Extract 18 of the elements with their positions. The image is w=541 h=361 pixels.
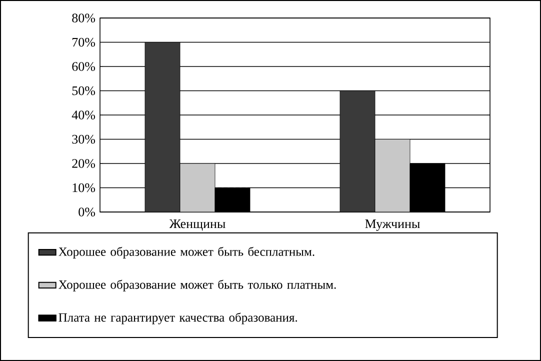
y-tick-label: 80%: [72, 14, 96, 22]
y-tick-label: 30%: [72, 134, 96, 144]
y-tick-label: 60%: [72, 62, 96, 71]
legend-label: Хорошее образование может быть только платным.: [58, 280, 336, 292]
bar: [374, 139, 410, 212]
bar: [340, 90, 376, 212]
bar: [144, 42, 180, 212]
legend-label: Плата не гарантирует качества образования.: [58, 312, 298, 324]
bar: [180, 163, 216, 212]
y-tick-label: 10%: [72, 183, 96, 192]
y-tick-label: 50%: [72, 86, 96, 96]
y-tick-label: 70%: [72, 38, 96, 47]
y-tick-label: 20%: [72, 159, 96, 168]
legend-label: Хорошее образование может быть бесплатным.: [58, 246, 314, 258]
y-tick-label: 40%: [72, 110, 96, 120]
x-tick-label: Женщины: [169, 220, 226, 231]
x-tick-label: Мужчины: [365, 220, 420, 231]
y-tick-label: 0%: [78, 208, 96, 216]
